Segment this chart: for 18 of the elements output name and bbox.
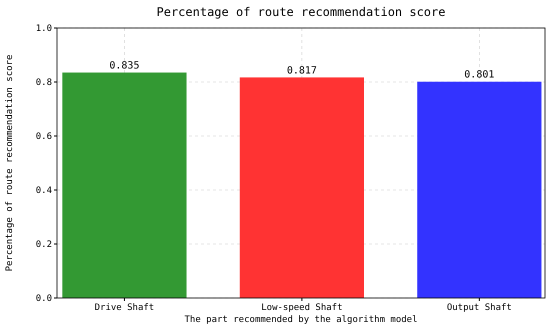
y-tick-label: 0.8 — [36, 78, 52, 88]
bar — [62, 72, 187, 298]
x-tick-label: Output Shaft — [446, 303, 512, 313]
y-tick-label: 0.0 — [36, 294, 52, 304]
data-label: 0.817 — [286, 65, 317, 76]
y-tick-label: 0.4 — [36, 186, 52, 196]
y-tick-label: 0.6 — [36, 132, 52, 142]
data-label: 0.801 — [464, 70, 494, 81]
chart-title: Percentage of route recommendation score — [156, 5, 446, 19]
x-axis-title: The part recommended by the algorithm model — [184, 315, 418, 325]
y-axis-title: Percentage of route recommendation score — [5, 54, 15, 272]
bar — [417, 82, 542, 298]
data-label: 0.835 — [109, 60, 140, 72]
x-tick-label: Drive Shaft — [94, 303, 154, 313]
y-tick-label: 1.0 — [36, 24, 52, 34]
y-tick-label: 0.2 — [36, 240, 52, 250]
x-tick-label: Low-speed Shaft — [261, 303, 343, 313]
bar — [240, 77, 364, 298]
